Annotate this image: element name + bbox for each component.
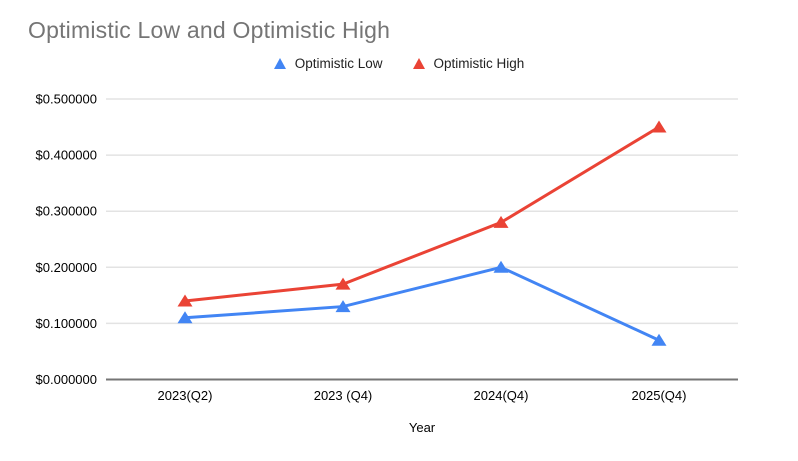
legend-item-optimistic-low[interactable]: Optimistic Low — [273, 56, 383, 71]
data-point-optimistic-low-3[interactable] — [651, 333, 667, 346]
y-tick-label-1: $0.100000 — [36, 316, 97, 331]
legend-label-optimistic-high: Optimistic High — [433, 56, 525, 71]
x-tick-label-2: 2024(Q4) — [474, 388, 529, 403]
series-line-optimistic-high[interactable] — [184, 125, 660, 303]
data-point-optimistic-high-3[interactable] — [651, 120, 667, 133]
legend-marker-triangle-icon — [412, 58, 425, 69]
data-point-optimistic-high-1[interactable] — [335, 277, 351, 290]
y-tick-label-3: $0.300000 — [36, 204, 97, 219]
data-point-optimistic-low-1[interactable] — [335, 300, 351, 313]
series-line-optimistic-low[interactable] — [184, 265, 660, 342]
legend-label-optimistic-low: Optimistic Low — [294, 56, 383, 71]
x-tick-label-1: 2023 (Q4) — [314, 388, 373, 403]
x-axis-title: Year — [409, 420, 436, 435]
y-tick-label-2: $0.200000 — [36, 260, 97, 275]
data-point-optimistic-high-2[interactable] — [493, 215, 509, 228]
data-point-optimistic-low-0[interactable] — [177, 311, 193, 324]
x-tick-label-0: 2023(Q2) — [158, 388, 213, 403]
y-tick-label-5: $0.500000 — [36, 92, 97, 107]
y-tick-label-4: $0.400000 — [36, 148, 97, 163]
chart-title: Optimistic Low and Optimistic High — [28, 17, 391, 43]
legend-item-optimistic-high[interactable]: Optimistic High — [412, 56, 525, 71]
legend-marker-triangle-icon — [273, 58, 286, 69]
data-point-optimistic-low-2[interactable] — [493, 260, 509, 273]
chart-legend: Optimistic Low Optimistic High — [0, 56, 798, 71]
x-tick-label-3: 2025(Q4) — [632, 388, 687, 403]
data-point-optimistic-high-0[interactable] — [177, 294, 193, 307]
y-tick-label-0: $0.000000 — [36, 372, 97, 387]
